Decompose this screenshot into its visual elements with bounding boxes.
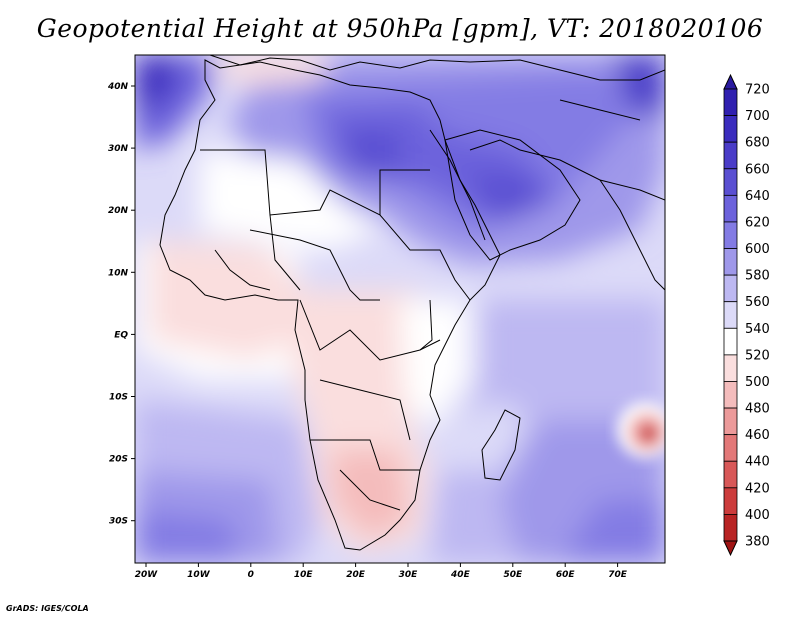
- lon-tick-label: 10E: [294, 570, 314, 580]
- lon-tick-label: 40E: [450, 570, 471, 580]
- colorbar-label: 720: [745, 83, 770, 98]
- colorbar: 720 700 680 660 640 620 600 580 560 540 520 500 480 4…: [723, 73, 770, 557]
- colorbar-label: 460: [745, 428, 770, 443]
- colorbar-swatch: [723, 301, 738, 329]
- colorbar-swatch: [723, 460, 738, 489]
- lon-tick-label: 60E: [556, 570, 576, 580]
- colorbar-label: 600: [745, 242, 770, 257]
- colorbar-bottom-arrow: [723, 540, 738, 557]
- lon-tick-label: 70E: [608, 570, 628, 580]
- colorbar-label: 700: [745, 109, 770, 124]
- colorbar-swatch: [723, 141, 738, 170]
- lat-tick-label: 20N: [108, 206, 129, 216]
- colorbar-swatch: [723, 221, 738, 249]
- colorbar-swatch: [723, 168, 738, 196]
- lon-tick-label: 0: [248, 570, 254, 580]
- colorbar-swatch: [723, 274, 738, 303]
- lat-tick-label: EQ: [114, 330, 128, 340]
- lon-tick-label: 30E: [399, 570, 419, 580]
- lon-tick-label: 10W: [187, 570, 211, 580]
- colorbar-swatch: [723, 354, 738, 382]
- lon-axis: 20W 10W 0 10E 20E 30E 40E 50E 60E 70E: [135, 563, 628, 580]
- colorbar-swatch: [723, 434, 738, 462]
- colorbar-top-arrow: [723, 73, 738, 90]
- lat-tick-label: 30N: [108, 144, 129, 154]
- lat-axis: 40N 30N 20N 10N EQ 10S 20S 30S: [107, 82, 135, 527]
- colorbar-label: 580: [745, 269, 770, 284]
- colorbar-label: 400: [745, 508, 770, 523]
- lat-tick-label: 30S: [109, 517, 128, 527]
- map-frame: [134, 54, 666, 564]
- cyclone-low: [617, 402, 665, 458]
- colorbar-label: 620: [745, 215, 770, 230]
- colorbar-swatch: [723, 194, 738, 223]
- lat-tick-label: 40N: [107, 82, 129, 92]
- colorbar-label: 520: [745, 348, 770, 363]
- colorbar-label: 680: [745, 136, 770, 151]
- lat-tick-label: 10S: [109, 393, 128, 403]
- colorbar-swatch: [723, 248, 738, 276]
- grads-credit: GrADS: IGES/COLA: [6, 604, 89, 613]
- colorbar-label: 640: [745, 189, 770, 204]
- lat-tick-label: 10N: [108, 268, 129, 278]
- lat-tick-label: 20S: [109, 455, 128, 465]
- map-title: Geopotential Height at 950hPa [gpm], VT:…: [36, 14, 764, 43]
- colorbar-swatch: [723, 381, 738, 409]
- lon-tick-label: 20W: [135, 570, 159, 580]
- colorbar-label: 440: [745, 455, 770, 470]
- colorbar-label: 660: [745, 162, 770, 177]
- colorbar-label: 380: [745, 535, 770, 550]
- geopotential-field: [135, 55, 665, 563]
- lon-tick-label: 20E: [346, 570, 366, 580]
- coastlines: [159, 55, 665, 551]
- colorbar-label: 420: [745, 481, 770, 496]
- colorbar-label: 540: [745, 322, 770, 337]
- colorbar-label: 480: [745, 402, 770, 417]
- colorbar-swatch: [723, 327, 738, 356]
- colorbar-swatch: [723, 407, 738, 436]
- colorbar-label: 500: [745, 375, 770, 390]
- colorbar-swatch: [723, 88, 738, 116]
- colorbar-swatch: [723, 487, 738, 515]
- colorbar-swatch: [723, 115, 738, 143]
- colorbar-swatch: [723, 514, 738, 542]
- lon-tick-label: 50E: [503, 570, 523, 580]
- colorbar-label: 560: [745, 295, 770, 310]
